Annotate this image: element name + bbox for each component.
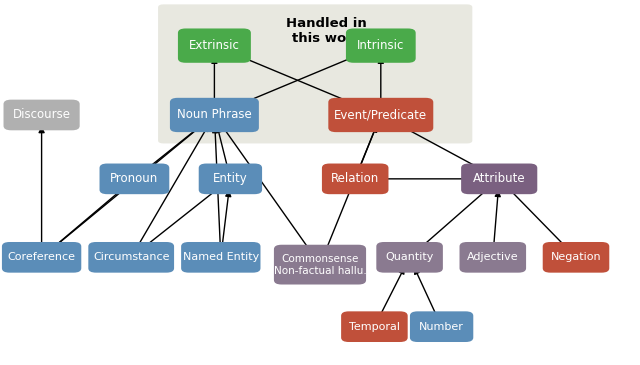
FancyBboxPatch shape [178, 28, 251, 63]
Text: Discourse: Discourse [13, 108, 70, 122]
FancyBboxPatch shape [181, 242, 260, 273]
FancyBboxPatch shape [410, 311, 474, 342]
FancyBboxPatch shape [88, 242, 174, 273]
FancyBboxPatch shape [322, 164, 388, 194]
Text: Entity: Entity [213, 172, 248, 185]
FancyBboxPatch shape [99, 164, 169, 194]
FancyBboxPatch shape [2, 242, 81, 273]
FancyBboxPatch shape [341, 311, 408, 342]
Text: Named Entity: Named Entity [182, 252, 259, 262]
FancyBboxPatch shape [376, 242, 443, 273]
Text: Attribute: Attribute [473, 172, 525, 185]
Text: Number: Number [419, 322, 464, 332]
FancyBboxPatch shape [460, 242, 526, 273]
Text: Extrinsic: Extrinsic [189, 39, 240, 52]
FancyBboxPatch shape [543, 242, 609, 273]
FancyBboxPatch shape [274, 245, 366, 285]
Text: Adjective: Adjective [467, 252, 518, 262]
Text: Relation: Relation [331, 172, 380, 185]
Text: Pronoun: Pronoun [110, 172, 159, 185]
Text: Circumstance: Circumstance [93, 252, 170, 262]
Text: Handled in
this work: Handled in this work [286, 17, 367, 45]
FancyBboxPatch shape [4, 100, 80, 130]
Text: Intrinsic: Intrinsic [357, 39, 404, 52]
FancyBboxPatch shape [158, 4, 472, 143]
Text: Commonsense
(Non-factual hallu.): Commonsense (Non-factual hallu.) [269, 254, 371, 276]
FancyBboxPatch shape [198, 164, 262, 194]
Text: Coreference: Coreference [8, 252, 76, 262]
Text: Event/Predicate: Event/Predicate [334, 108, 428, 122]
Text: Temporal: Temporal [349, 322, 400, 332]
FancyBboxPatch shape [328, 98, 433, 132]
FancyBboxPatch shape [461, 164, 538, 194]
Text: Negation: Negation [550, 252, 602, 262]
Text: Quantity: Quantity [385, 252, 434, 262]
FancyBboxPatch shape [170, 98, 259, 132]
FancyBboxPatch shape [346, 28, 416, 63]
Text: Noun Phrase: Noun Phrase [177, 108, 252, 122]
